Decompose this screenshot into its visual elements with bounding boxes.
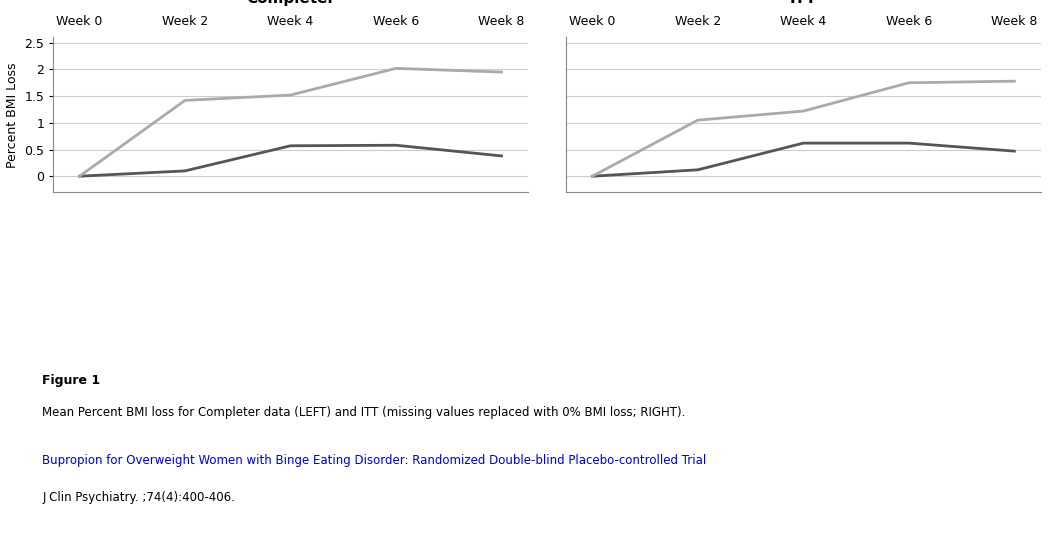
Text: Mean Percent BMI loss for Completer data (LEFT) and ITT (missing values replaced: Mean Percent BMI loss for Completer data… bbox=[42, 406, 686, 419]
Text: Bupropion for Overweight Women with Binge Eating Disorder: Randomized Double-bli: Bupropion for Overweight Women with Bing… bbox=[42, 454, 706, 467]
Title: ITT: ITT bbox=[790, 0, 817, 6]
Text: J Clin Psychiatry. ;74(4):400-406.: J Clin Psychiatry. ;74(4):400-406. bbox=[42, 491, 236, 504]
Title: Completer: Completer bbox=[246, 0, 335, 6]
Text: Figure 1: Figure 1 bbox=[42, 374, 101, 387]
Y-axis label: Percent BMI Loss: Percent BMI Loss bbox=[5, 62, 18, 168]
